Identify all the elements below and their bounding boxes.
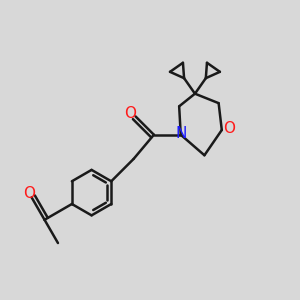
Text: N: N: [176, 126, 187, 141]
Text: O: O: [23, 186, 35, 201]
Text: O: O: [223, 121, 235, 136]
Text: O: O: [124, 106, 136, 121]
